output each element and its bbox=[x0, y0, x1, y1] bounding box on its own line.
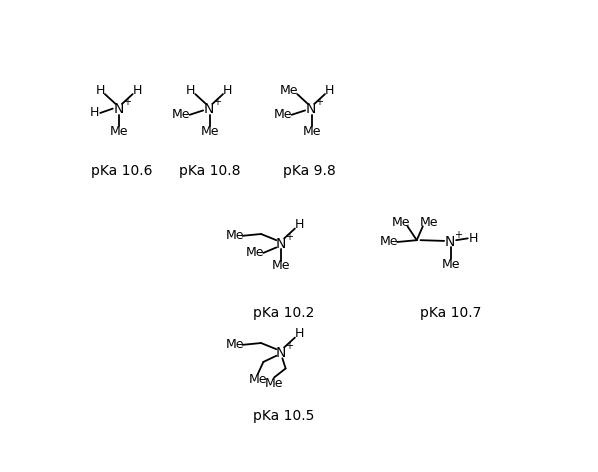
Text: H: H bbox=[223, 84, 233, 97]
Text: N: N bbox=[204, 102, 214, 116]
Text: pKa 10.7: pKa 10.7 bbox=[420, 306, 481, 320]
Text: +: + bbox=[454, 230, 462, 240]
Text: Me: Me bbox=[442, 258, 460, 270]
Text: N: N bbox=[445, 235, 455, 249]
Text: N: N bbox=[114, 102, 124, 116]
Text: H: H bbox=[325, 84, 334, 97]
Text: H: H bbox=[133, 84, 142, 97]
Text: Me: Me bbox=[274, 108, 292, 121]
Text: Me: Me bbox=[225, 229, 244, 242]
Text: H: H bbox=[295, 327, 304, 340]
Text: Me: Me bbox=[110, 125, 129, 138]
Text: +: + bbox=[213, 97, 221, 107]
Text: Me: Me bbox=[249, 373, 267, 386]
Text: pKa 9.8: pKa 9.8 bbox=[283, 164, 336, 178]
Text: H: H bbox=[186, 84, 196, 97]
Text: Me: Me bbox=[391, 216, 410, 228]
Text: N: N bbox=[276, 237, 286, 251]
Text: Me: Me bbox=[172, 108, 191, 121]
Text: +: + bbox=[123, 97, 131, 107]
Text: Me: Me bbox=[380, 236, 398, 248]
Text: Me: Me bbox=[280, 84, 298, 97]
Text: pKa 10.6: pKa 10.6 bbox=[91, 164, 152, 178]
Text: Me: Me bbox=[272, 260, 291, 272]
Text: Me: Me bbox=[225, 338, 244, 351]
Text: pKa 10.8: pKa 10.8 bbox=[179, 164, 240, 178]
Text: H: H bbox=[469, 232, 478, 245]
Text: +: + bbox=[285, 232, 294, 242]
Text: +: + bbox=[285, 341, 294, 351]
Text: N: N bbox=[276, 346, 286, 360]
Text: N: N bbox=[306, 102, 316, 116]
Text: Me: Me bbox=[303, 125, 321, 138]
Text: H: H bbox=[90, 107, 99, 119]
Text: Me: Me bbox=[246, 246, 264, 260]
Text: pKa 10.2: pKa 10.2 bbox=[253, 306, 315, 320]
Text: Me: Me bbox=[200, 125, 219, 138]
Text: +: + bbox=[316, 97, 324, 107]
Text: H: H bbox=[96, 84, 105, 97]
Text: pKa 10.5: pKa 10.5 bbox=[253, 409, 315, 423]
Text: Me: Me bbox=[265, 377, 283, 389]
Text: Me: Me bbox=[420, 216, 438, 228]
Text: H: H bbox=[295, 218, 304, 231]
